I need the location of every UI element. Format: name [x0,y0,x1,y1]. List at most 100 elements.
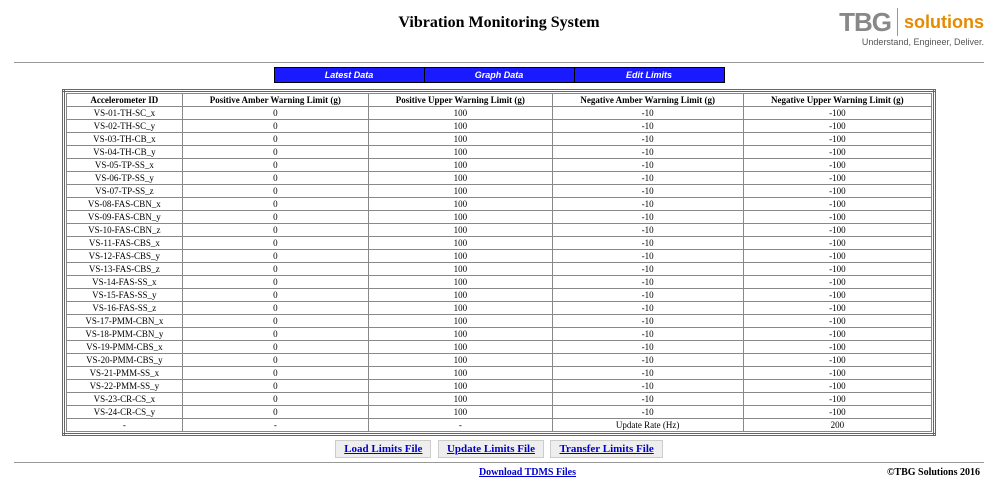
copyright: ©TBG Solutions 2016 [887,467,980,478]
table-cell: 100 [369,380,553,393]
table-row: VS-17-PMM-CBN_x0100-10-100 [67,315,932,328]
table-cell: 0 [182,185,368,198]
table-cell: VS-18-PMM-CBN_y [67,328,183,341]
table-cell: VS-08-FAS-CBN_x [67,198,183,211]
table-cell: -100 [743,367,931,380]
table-cell: -10 [552,172,743,185]
table-footer-cell: Update Rate (Hz) [552,419,743,432]
table-cell: 100 [369,159,553,172]
load-limits-button[interactable]: Load Limits File [335,440,431,458]
table-row: VS-08-FAS-CBN_x0100-10-100 [67,198,932,211]
table-cell: -100 [743,211,931,224]
table-cell: 100 [369,211,553,224]
table-cell: 100 [369,302,553,315]
table-cell: -10 [552,367,743,380]
table-cell: 0 [182,263,368,276]
table-cell: VS-11-FAS-CBS_x [67,237,183,250]
nav-graph-data[interactable]: Graph Data [424,68,574,83]
table-footer-cell: 200 [743,419,931,432]
table-cell: 100 [369,341,553,354]
table-cell: -100 [743,146,931,159]
table-cell: -100 [743,107,931,120]
table-cell: 100 [369,107,553,120]
table-cell: VS-12-FAS-CBS_y [67,250,183,263]
table-cell: 100 [369,354,553,367]
table-cell: -10 [552,224,743,237]
logo-tbg: TBG [839,9,891,35]
nav-edit-limits[interactable]: Edit Limits [574,68,724,83]
table-cell: -100 [743,315,931,328]
table-row: VS-07-TP-SS_z0100-10-100 [67,185,932,198]
table-cell: VS-16-FAS-SS_z [67,302,183,315]
table-cell: 0 [182,237,368,250]
table-cell: -10 [552,159,743,172]
table-cell: -100 [743,120,931,133]
nav-latest-data[interactable]: Latest Data [274,68,424,83]
table-cell: 100 [369,120,553,133]
table-cell: -10 [552,354,743,367]
table-row: VS-12-FAS-CBS_y0100-10-100 [67,250,932,263]
table-cell: VS-21-PMM-SS_x [67,367,183,380]
table-row: VS-14-FAS-SS_x0100-10-100 [67,276,932,289]
download-tdms-link[interactable]: Download TDMS Files [479,467,576,478]
table-cell: 0 [182,250,368,263]
table-cell: -100 [743,380,931,393]
table-row: VS-22-PMM-SS_y0100-10-100 [67,380,932,393]
table-cell: VS-24-CR-CS_y [67,406,183,419]
table-cell: -100 [743,185,931,198]
table-cell: 0 [182,120,368,133]
table-cell: VS-23-CR-CS_x [67,393,183,406]
divider-top [14,62,984,63]
table-cell: 100 [369,224,553,237]
table-cell: VS-15-FAS-SS_y [67,289,183,302]
update-limits-button[interactable]: Update Limits File [438,440,544,458]
table-cell: 100 [369,315,553,328]
col-header-4: Negative Upper Warning Limit (g) [743,94,931,107]
table-cell: -10 [552,315,743,328]
table-row: VS-21-PMM-SS_x0100-10-100 [67,367,932,380]
table-row: VS-04-TH-CB_y0100-10-100 [67,146,932,159]
table-cell: 0 [182,341,368,354]
table-cell: -10 [552,328,743,341]
table-cell: 100 [369,250,553,263]
table-cell: -100 [743,406,931,419]
table-cell: 0 [182,146,368,159]
table-cell: 100 [369,237,553,250]
table-cell: -100 [743,224,931,237]
table-cell: -100 [743,250,931,263]
table-cell: -10 [552,146,743,159]
table-cell: 100 [369,185,553,198]
table-row: VS-13-FAS-CBS_z0100-10-100 [67,263,932,276]
table-footer-cell: - [369,419,553,432]
table-row: VS-05-TP-SS_x0100-10-100 [67,159,932,172]
table-row: VS-03-TH-CB_x0100-10-100 [67,133,932,146]
limits-table: Accelerometer IDPositive Amber Warning L… [66,93,932,432]
footer: Download TDMS Files ©TBG Solutions 2016 [14,467,984,478]
table-cell: -100 [743,328,931,341]
table-cell: -10 [552,185,743,198]
table-row: VS-06-TP-SS_y0100-10-100 [67,172,932,185]
table-cell: 0 [182,406,368,419]
table-cell: 0 [182,354,368,367]
table-row: VS-01-TH-SC_x0100-10-100 [67,107,932,120]
button-bar: Load Limits File Update Limits File Tran… [14,440,984,458]
table-cell: 100 [369,198,553,211]
col-header-2: Positive Upper Warning Limit (g) [369,94,553,107]
table-cell: -10 [552,406,743,419]
table-cell: -10 [552,107,743,120]
table-cell: -100 [743,393,931,406]
table-cell: 100 [369,172,553,185]
table-cell: -10 [552,211,743,224]
table-cell: VS-13-FAS-CBS_z [67,263,183,276]
table-row: VS-09-FAS-CBN_y0100-10-100 [67,211,932,224]
col-header-0: Accelerometer ID [67,94,183,107]
table-cell: VS-03-TH-CB_x [67,133,183,146]
table-cell: -100 [743,237,931,250]
table-cell: 100 [369,146,553,159]
table-cell: -100 [743,159,931,172]
table-cell: -100 [743,302,931,315]
table-cell: -10 [552,133,743,146]
table-cell: VS-02-TH-SC_y [67,120,183,133]
transfer-limits-button[interactable]: Transfer Limits File [550,440,662,458]
table-row: VS-18-PMM-CBN_y0100-10-100 [67,328,932,341]
